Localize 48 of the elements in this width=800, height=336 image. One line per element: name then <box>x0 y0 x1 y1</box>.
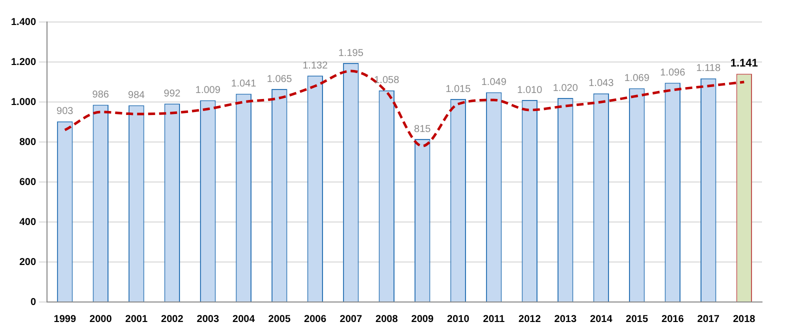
data-label: 1.058 <box>374 75 400 86</box>
x-tick-label: 2014 <box>590 314 613 325</box>
x-tick-label: 2012 <box>518 314 542 325</box>
data-label: 1.009 <box>195 84 221 96</box>
x-tick-label: 2017 <box>697 314 720 325</box>
data-label: 1.195 <box>338 48 364 59</box>
data-label: 1.041 <box>231 78 257 90</box>
data-label: 1.020 <box>552 82 578 94</box>
data-label: 984 <box>128 90 146 101</box>
x-tick-label: 2002 <box>161 314 184 325</box>
x-tick-label: 2004 <box>232 314 256 325</box>
data-label: 992 <box>164 88 181 100</box>
y-tick-label: 0 <box>30 296 36 308</box>
data-label: 986 <box>92 90 110 101</box>
x-tick-label: 2018 <box>733 314 756 325</box>
data-label: 1.049 <box>481 76 507 88</box>
data-label: 1.096 <box>660 68 686 79</box>
y-tick-label: 800 <box>19 136 36 148</box>
data-label: 1.069 <box>624 72 650 84</box>
x-tick-label: 2003 <box>196 314 220 325</box>
data-label: 1.141 <box>730 57 758 70</box>
data-label: 1.118 <box>696 63 721 74</box>
x-tick-label: 2013 <box>554 314 577 325</box>
data-label: 815 <box>414 124 432 135</box>
x-tick-label: 2015 <box>626 314 648 325</box>
data-label: 1.015 <box>446 84 472 95</box>
x-tick-label: 2011 <box>483 314 506 325</box>
y-tick-label: 1.400 <box>10 16 36 28</box>
data-label: 1.010 <box>517 84 543 96</box>
x-tick-label: 2008 <box>376 314 398 325</box>
x-tick-label: 2016 <box>662 314 684 325</box>
x-tick-label: 1999 <box>54 314 76 325</box>
x-tick-label: 2001 <box>125 314 148 325</box>
data-label: 903 <box>56 106 74 118</box>
x-tick-label: 2010 <box>447 314 470 325</box>
y-tick-label: 1.000 <box>10 96 36 108</box>
y-tick-label: 600 <box>19 176 36 188</box>
data-label: 1.065 <box>266 74 292 85</box>
x-tick-label: 2007 <box>340 314 362 325</box>
x-tick-label: 2009 <box>411 314 434 325</box>
x-tick-label: 2006 <box>304 314 327 325</box>
y-tick-label: 400 <box>19 216 36 228</box>
data-label: 1.132 <box>302 60 328 72</box>
y-tick-label: 1.200 <box>10 56 36 68</box>
x-tick-label: 2000 <box>90 314 112 325</box>
data-label: 1.043 <box>588 78 614 90</box>
x-tick-label: 2005 <box>268 314 291 325</box>
y-tick-label: 200 <box>19 256 36 268</box>
